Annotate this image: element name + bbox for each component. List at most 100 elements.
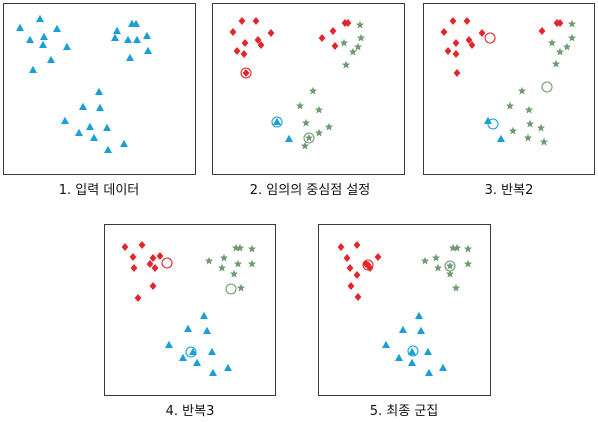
red-diamond-point: [138, 241, 146, 249]
green-star-point: [555, 47, 565, 56]
green-star-point: [339, 38, 349, 47]
blue-triangle-point: [200, 311, 208, 319]
green-star-point: [452, 243, 462, 252]
caption-panel-3: 3. 반복2: [485, 183, 534, 198]
red-diamond-point: [346, 264, 354, 272]
green-star-point: [324, 122, 334, 131]
caption-panel-4: 4. 반복3: [166, 404, 215, 419]
blue-triangle-point: [120, 139, 128, 147]
panel-frame: [104, 224, 276, 396]
green-star-point: [233, 259, 243, 268]
centroid-circle: [240, 67, 252, 79]
red-diamond-point: [329, 27, 337, 35]
panel-input-data: [3, 3, 196, 175]
blue-triangle-point: [417, 326, 425, 334]
blue-triangle-point: [40, 32, 48, 40]
blue-triangle-point: [16, 23, 24, 31]
blue-triangle-point: [224, 363, 232, 371]
red-diamond-point: [146, 260, 154, 268]
panel-random-centroids: [212, 3, 405, 175]
green-star-point: [229, 269, 239, 278]
green-star-point: [567, 19, 577, 28]
red-diamond-point: [156, 252, 164, 260]
blue-triangle-point: [103, 123, 111, 131]
green-star-point: [301, 118, 311, 127]
red-diamond-point: [130, 264, 138, 272]
blue-triangle-point: [124, 35, 132, 43]
green-star-point: [236, 283, 246, 292]
red-diamond-point: [452, 39, 460, 47]
blue-triangle-point: [179, 353, 187, 361]
blue-triangle-point: [63, 42, 71, 50]
red-diamond-point: [149, 254, 157, 262]
red-diamond-point: [233, 47, 241, 55]
blue-triangle-point: [113, 26, 121, 34]
red-diamond-point: [353, 271, 361, 279]
green-star-point: [445, 261, 455, 270]
green-star-point: [445, 269, 455, 278]
centroid-circle: [303, 132, 315, 144]
green-star-point: [353, 42, 363, 51]
blue-triangle-point: [382, 340, 390, 348]
green-star-point: [433, 263, 443, 272]
red-diamond-point: [354, 293, 362, 301]
panel-frame: [318, 224, 491, 396]
blue-triangle-point: [184, 324, 192, 332]
green-star-point: [219, 253, 229, 262]
blue-triangle-point: [75, 128, 83, 136]
blue-triangle-point: [53, 24, 61, 32]
blue-triangle-point: [133, 35, 141, 43]
green-star-point: [523, 133, 533, 142]
red-diamond-point: [121, 243, 129, 251]
blue-triangle-point: [111, 33, 119, 41]
blue-triangle-point: [143, 31, 151, 39]
green-star-point: [547, 38, 557, 47]
red-diamond-point: [538, 27, 546, 35]
red-diamond-point: [463, 17, 471, 25]
green-star-point: [431, 253, 441, 262]
red-diamond-point: [257, 41, 265, 49]
blue-triangle-point: [36, 14, 44, 22]
red-diamond-point: [353, 241, 361, 249]
panel-frame: [423, 3, 595, 175]
blue-triangle-point: [61, 116, 69, 124]
blue-triangle-point: [425, 368, 433, 376]
blue-triangle-point: [96, 103, 104, 111]
centroid-circle: [362, 259, 374, 271]
green-star-point: [567, 33, 577, 42]
blue-triangle-point: [104, 145, 112, 153]
blue-triangle-point: [90, 133, 98, 141]
panel-frame: [212, 3, 405, 175]
green-star-point: [341, 60, 351, 69]
green-star-point: [536, 123, 546, 132]
red-diamond-point: [242, 69, 250, 77]
blue-triangle-point: [165, 340, 173, 348]
green-star-point: [524, 105, 534, 114]
green-star-point: [247, 259, 257, 268]
centroid-circle: [407, 345, 419, 357]
red-diamond-point: [241, 39, 249, 47]
red-diamond-point: [331, 42, 339, 50]
green-star-point: [304, 133, 314, 142]
red-diamond-point: [149, 282, 157, 290]
caption-panel-5: 5. 최종 군집: [370, 404, 439, 419]
red-diamond-point: [267, 29, 275, 37]
centroid-circle: [271, 116, 283, 128]
caption-panel-2: 2. 임의의 중심점 설정: [250, 183, 370, 198]
red-diamond-point: [337, 243, 345, 251]
caption-panel-1: 1. 입력 데이터: [59, 183, 139, 198]
blue-triangle-point: [79, 102, 87, 110]
red-diamond-point: [366, 264, 374, 272]
red-diamond-point: [465, 36, 473, 44]
panel-iteration-2: [423, 3, 595, 175]
red-diamond-point: [364, 261, 372, 269]
blue-triangle-point: [208, 347, 216, 355]
red-diamond-point: [252, 17, 260, 25]
red-diamond-point: [254, 36, 262, 44]
blue-triangle-point: [26, 35, 34, 43]
blue-triangle-point: [144, 46, 152, 54]
green-star-point: [517, 86, 527, 95]
green-star-point: [308, 86, 318, 95]
red-diamond-point: [374, 253, 382, 261]
red-diamond-point: [134, 294, 142, 302]
